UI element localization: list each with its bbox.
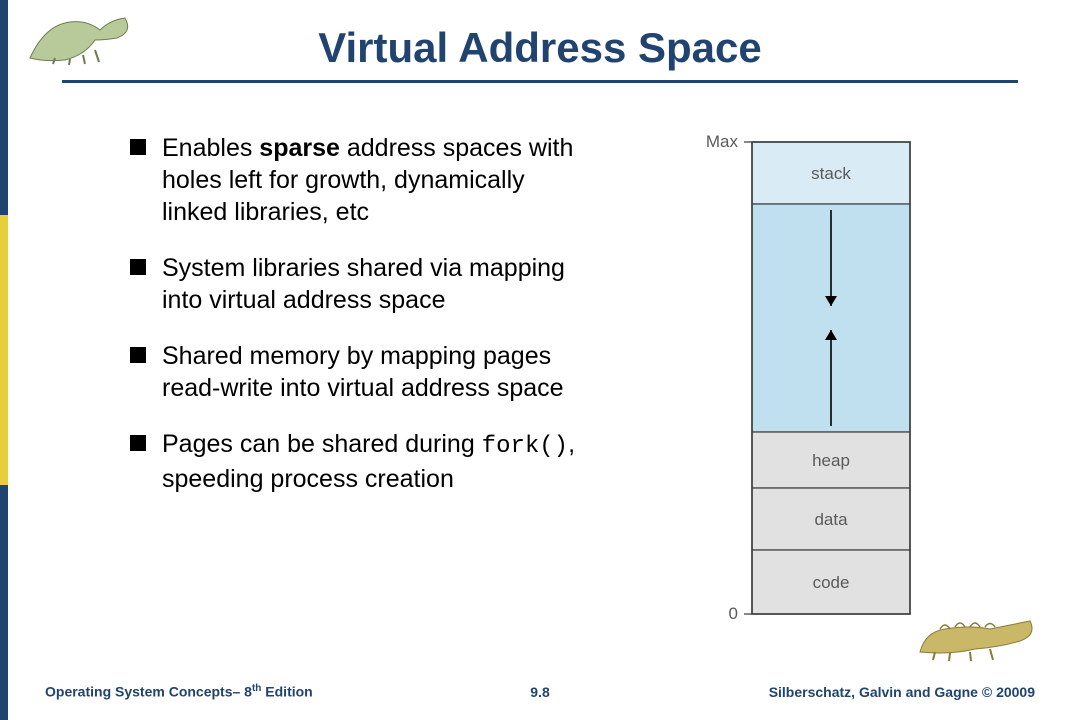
bullet-text: Pages can be shared during fork(), speed…: [162, 428, 590, 495]
bullet-text: System libraries shared via mapping into…: [162, 252, 590, 316]
bullet-square-icon: [130, 435, 146, 451]
bullet-square-icon: [130, 259, 146, 275]
bullet-square-icon: [130, 139, 146, 155]
bullet-text: Shared memory by mapping pages read-writ…: [162, 340, 590, 404]
footer-copyright: Silberschatz, Galvin and Gagne © 20009: [769, 684, 1035, 700]
svg-text:0: 0: [729, 604, 738, 623]
bullet-item: System libraries shared via mapping into…: [130, 252, 590, 316]
bullet-list: Enables sparse address spaces with holes…: [130, 132, 590, 519]
dinosaur-logo-bottom: [915, 607, 1040, 662]
svg-text:Max: Max: [706, 132, 739, 151]
svg-text:stack: stack: [811, 164, 851, 183]
yellow-band: [0, 215, 8, 485]
bullet-item: Pages can be shared during fork(), speed…: [130, 428, 590, 495]
title-rule: [62, 80, 1018, 83]
bullet-item: Shared memory by mapping pages read-writ…: [130, 340, 590, 404]
slide-title: Virtual Address Space: [0, 24, 1080, 72]
svg-text:data: data: [814, 510, 848, 529]
footer: Operating System Concepts– 8th Edition 9…: [0, 678, 1080, 700]
slide: Virtual Address Space Enables sparse add…: [0, 0, 1080, 720]
bullet-square-icon: [130, 347, 146, 363]
svg-text:heap: heap: [812, 451, 850, 470]
bullet-text: Enables sparse address spaces with holes…: [162, 132, 590, 228]
svg-text:code: code: [813, 573, 850, 592]
memory-layout-diagram: stack heap data code Max 0: [702, 130, 962, 630]
bullet-item: Enables sparse address spaces with holes…: [130, 132, 590, 228]
